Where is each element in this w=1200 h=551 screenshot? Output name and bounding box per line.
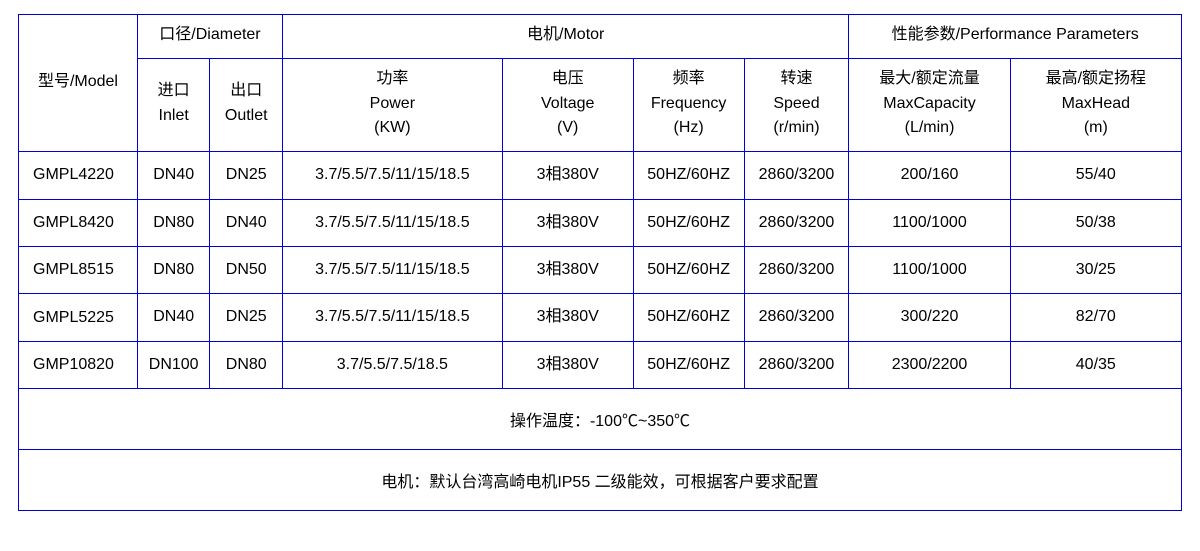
col-cap: 最大/额定流量 MaxCapacity (L/min) bbox=[849, 58, 1010, 151]
cell-freq: 50HZ/60HZ bbox=[633, 199, 744, 246]
cell-model: GMPL8420 bbox=[19, 199, 138, 246]
cell-cap: 2300/2200 bbox=[849, 341, 1010, 388]
table-row: GMPL8420 DN80 DN40 3.7/5.5/7.5/11/15/18.… bbox=[19, 199, 1182, 246]
cell-outlet: DN50 bbox=[210, 246, 283, 293]
spec-table: 型号/Model 口径/Diameter 电机/Motor 性能参数/Perfo… bbox=[18, 14, 1182, 511]
cell-model: GMP10820 bbox=[19, 341, 138, 388]
col-freq-l1: 频率 bbox=[638, 67, 740, 92]
cell-cap: 200/160 bbox=[849, 152, 1010, 199]
cell-freq: 50HZ/60HZ bbox=[633, 294, 744, 341]
col-power-l2: Power bbox=[287, 92, 498, 117]
col-outlet-l1: 出口 bbox=[214, 79, 278, 104]
cell-voltage: 3相380V bbox=[502, 199, 633, 246]
col-head-l1: 最高/额定扬程 bbox=[1015, 67, 1177, 92]
col-cap-l1: 最大/额定流量 bbox=[853, 67, 1005, 92]
cell-power: 3.7/5.5/7.5/11/15/18.5 bbox=[283, 199, 503, 246]
col-voltage-l2: Voltage bbox=[507, 92, 629, 117]
colgroup-perf: 性能参数/Performance Parameters bbox=[849, 15, 1182, 59]
cell-outlet: DN25 bbox=[210, 294, 283, 341]
col-cap-l2: MaxCapacity bbox=[853, 92, 1005, 117]
cell-speed: 2860/3200 bbox=[744, 152, 849, 199]
cell-power: 3.7/5.5/7.5/11/15/18.5 bbox=[283, 246, 503, 293]
cell-freq: 50HZ/60HZ bbox=[633, 152, 744, 199]
col-voltage-l3: (V) bbox=[507, 116, 629, 141]
col-cap-l3: (L/min) bbox=[853, 116, 1005, 141]
cell-voltage: 3相380V bbox=[502, 341, 633, 388]
col-power-l3: (KW) bbox=[287, 116, 498, 141]
col-speed-l1: 转速 bbox=[749, 67, 845, 92]
cell-inlet: DN80 bbox=[137, 199, 210, 246]
cell-outlet: DN80 bbox=[210, 341, 283, 388]
col-inlet-l1: 进口 bbox=[142, 79, 206, 104]
col-speed-l2: Speed bbox=[749, 92, 845, 117]
cell-inlet: DN80 bbox=[137, 246, 210, 293]
cell-power: 3.7/5.5/7.5/18.5 bbox=[283, 341, 503, 388]
col-speed-l3: (r/min) bbox=[749, 116, 845, 141]
table-row: GMPL4220 DN40 DN25 3.7/5.5/7.5/11/15/18.… bbox=[19, 152, 1182, 199]
col-power: 功率 Power (KW) bbox=[283, 58, 503, 151]
cell-head: 50/38 bbox=[1010, 199, 1181, 246]
table-container: 型号/Model 口径/Diameter 电机/Motor 性能参数/Perfo… bbox=[0, 0, 1200, 533]
col-head: 最高/额定扬程 MaxHead (m) bbox=[1010, 58, 1181, 151]
colgroup-motor: 电机/Motor bbox=[283, 15, 849, 59]
col-model: 型号/Model bbox=[19, 15, 138, 152]
cell-speed: 2860/3200 bbox=[744, 341, 849, 388]
footer-temp: 操作温度：-100℃~350℃ bbox=[19, 389, 1182, 450]
col-freq: 频率 Frequency (Hz) bbox=[633, 58, 744, 151]
cell-speed: 2860/3200 bbox=[744, 246, 849, 293]
footer-row-motor: 电机：默认台湾高崎电机IP55 二级能效，可根据客户要求配置 bbox=[19, 450, 1182, 511]
cell-cap: 1100/1000 bbox=[849, 246, 1010, 293]
cell-model: GMPL4220 bbox=[19, 152, 138, 199]
col-outlet-l2: Outlet bbox=[214, 104, 278, 129]
cell-freq: 50HZ/60HZ bbox=[633, 246, 744, 293]
cell-model: GMPL5225 bbox=[19, 294, 138, 341]
cell-outlet: DN40 bbox=[210, 199, 283, 246]
cell-outlet: DN25 bbox=[210, 152, 283, 199]
table-row: GMPL8515 DN80 DN50 3.7/5.5/7.5/11/15/18.… bbox=[19, 246, 1182, 293]
cell-freq: 50HZ/60HZ bbox=[633, 341, 744, 388]
col-speed: 转速 Speed (r/min) bbox=[744, 58, 849, 151]
cell-inlet: DN100 bbox=[137, 341, 210, 388]
cell-voltage: 3相380V bbox=[502, 246, 633, 293]
cell-head: 82/70 bbox=[1010, 294, 1181, 341]
cell-cap: 300/220 bbox=[849, 294, 1010, 341]
col-outlet: 出口 Outlet bbox=[210, 58, 283, 151]
cell-inlet: DN40 bbox=[137, 294, 210, 341]
table-row: GMPL5225 DN40 DN25 3.7/5.5/7.5/11/15/18.… bbox=[19, 294, 1182, 341]
cell-power: 3.7/5.5/7.5/11/15/18.5 bbox=[283, 152, 503, 199]
col-head-l3: (m) bbox=[1015, 116, 1177, 141]
table-header: 型号/Model 口径/Diameter 电机/Motor 性能参数/Perfo… bbox=[19, 15, 1182, 152]
col-inlet-l2: Inlet bbox=[142, 104, 206, 129]
col-voltage-l1: 电压 bbox=[507, 67, 629, 92]
colgroup-diameter: 口径/Diameter bbox=[137, 15, 282, 59]
col-voltage: 电压 Voltage (V) bbox=[502, 58, 633, 151]
cell-cap: 1100/1000 bbox=[849, 199, 1010, 246]
footer-row-temp: 操作温度：-100℃~350℃ bbox=[19, 389, 1182, 450]
col-head-l2: MaxHead bbox=[1015, 92, 1177, 117]
cell-voltage: 3相380V bbox=[502, 294, 633, 341]
col-freq-l3: (Hz) bbox=[638, 116, 740, 141]
cell-speed: 2860/3200 bbox=[744, 294, 849, 341]
footer-motor-note: 电机：默认台湾高崎电机IP55 二级能效，可根据客户要求配置 bbox=[19, 450, 1182, 511]
cell-inlet: DN40 bbox=[137, 152, 210, 199]
cell-head: 55/40 bbox=[1010, 152, 1181, 199]
cell-model: GMPL8515 bbox=[19, 246, 138, 293]
cell-power: 3.7/5.5/7.5/11/15/18.5 bbox=[283, 294, 503, 341]
table-body: GMPL4220 DN40 DN25 3.7/5.5/7.5/11/15/18.… bbox=[19, 152, 1182, 511]
col-power-l1: 功率 bbox=[287, 67, 498, 92]
table-row: GMP10820 DN100 DN80 3.7/5.5/7.5/18.5 3相3… bbox=[19, 341, 1182, 388]
cell-head: 40/35 bbox=[1010, 341, 1181, 388]
cell-speed: 2860/3200 bbox=[744, 199, 849, 246]
col-inlet: 进口 Inlet bbox=[137, 58, 210, 151]
cell-head: 30/25 bbox=[1010, 246, 1181, 293]
cell-voltage: 3相380V bbox=[502, 152, 633, 199]
col-freq-l2: Frequency bbox=[638, 92, 740, 117]
